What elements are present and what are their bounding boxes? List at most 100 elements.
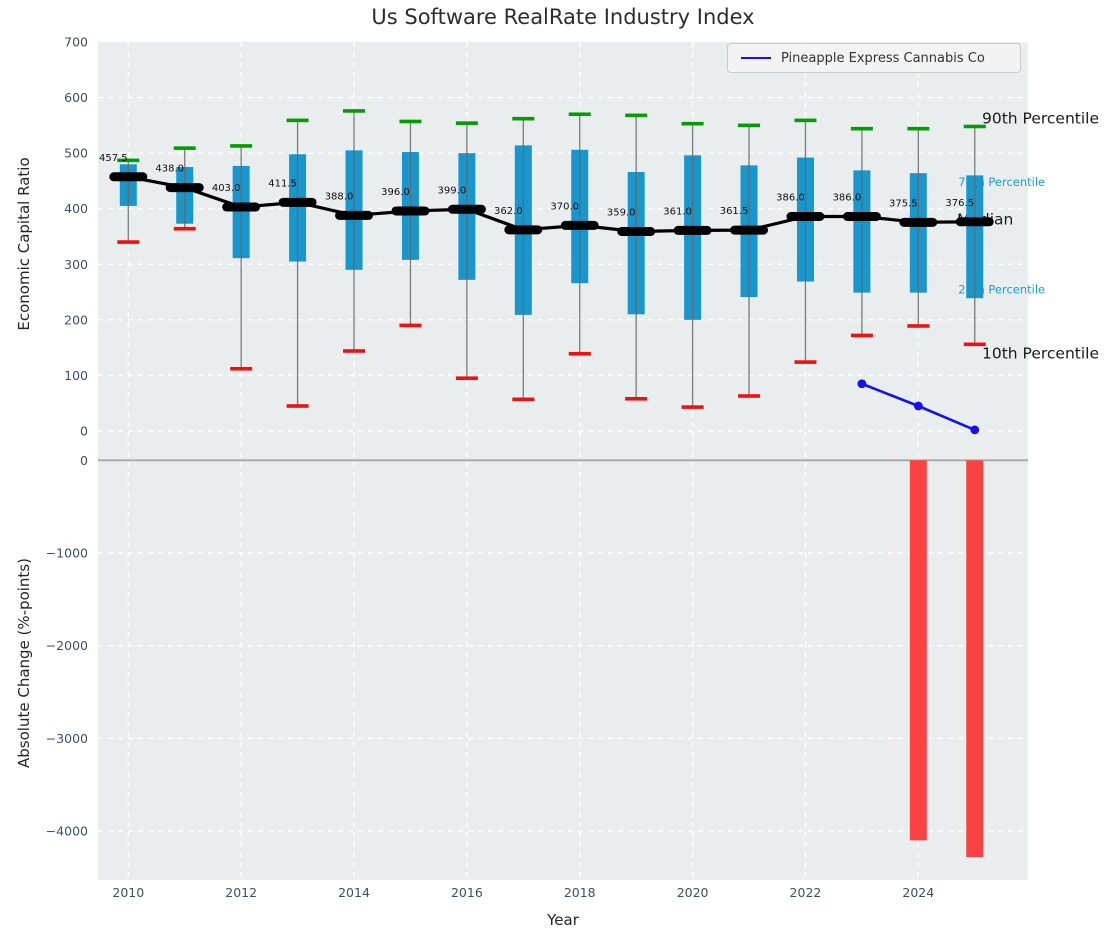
median-value-label-2017: 362.0 [494,206,523,217]
cap-90th-2011 [173,146,196,150]
top-y-tick-600: 600 [64,90,88,105]
cap-10th-2018 [568,351,591,356]
x-tick-2020: 2020 [677,885,709,900]
median-marker-2011 [165,183,204,193]
top-y-axis-label: Economic Capital Ratio [15,157,33,331]
cap-90th-2015 [399,119,422,124]
median-value-label-2016: 399.0 [438,185,467,196]
cap-90th-2014 [343,109,366,113]
top-y-tick-400: 400 [64,201,88,216]
cap-90th-2016 [455,121,478,125]
change-bar-2024 [909,460,927,841]
change-bar-2025 [966,460,984,858]
cap-10th-2023 [850,333,873,338]
top-y-tick-100: 100 [64,368,88,383]
median-marker-2020 [673,225,712,235]
x-tick-2016: 2016 [451,885,483,900]
bottom-y-axis-label: Absolute Change (%-points) [15,558,33,768]
x-tick-2014: 2014 [338,885,370,900]
median-value-label-2024: 375.5 [889,198,918,209]
cap-10th-2019 [625,396,648,401]
median-value-label-2022: 386.0 [776,192,805,203]
median-marker-2019 [617,227,656,237]
median-marker-2013 [278,197,317,207]
x-tick-2012: 2012 [225,885,257,900]
median-marker-2023 [842,211,881,221]
legend-series-label: Pineapple Express Cannabis Co [781,50,985,66]
company-point-2025 [970,425,980,435]
company-point-2024 [913,401,923,411]
cap-10th-2012 [230,366,253,371]
median-marker-2024 [899,217,938,227]
x-tick-2024: 2024 [902,885,934,900]
cap-10th-2011 [173,226,196,231]
top-y-tick-500: 500 [64,146,88,161]
bottom-y-tick--3000: −3000 [46,731,88,746]
median-marker-2014 [335,210,374,220]
median-line [127,175,975,234]
chart-title: Us Software RealRate Industry Index [371,5,755,29]
cap-90th-2010 [117,158,140,163]
median-marker-2012 [222,202,261,212]
median-value-label-2015: 396.0 [381,187,410,198]
cap-90th-2017 [512,116,535,121]
median-value-label-2014: 388.0 [325,191,354,202]
cap-90th-2025 [963,124,986,129]
top-y-tick-0: 0 [80,424,88,439]
x-tick-2022: 2022 [790,885,822,900]
cap-10th-2022 [794,360,817,364]
top-y-tick-700: 700 [64,35,88,50]
cap-10th-2016 [455,376,478,381]
median-value-label-2020: 361.0 [663,206,692,217]
bottom-y-tick--4000: −4000 [46,824,88,839]
legend: Pineapple Express Cannabis Co [727,43,1021,73]
cap-90th-2019 [625,113,648,118]
cap-90th-2021 [738,123,761,128]
cap-90th-2020 [681,121,704,126]
median-marker-2010 [109,172,148,182]
median-marker-2015 [391,206,430,216]
company-point-2023 [857,379,867,389]
cap-10th-2021 [738,394,761,398]
bottom-y-tick--2000: −2000 [46,638,88,653]
median-value-label-2018: 370.0 [550,201,579,212]
median-value-label-2025: 376.5 [945,198,974,209]
cap-10th-2010 [117,240,140,244]
median-marker-2022 [786,211,825,221]
x-tick-2010: 2010 [112,885,144,900]
median-marker-2021 [730,225,769,235]
median-value-label-2023: 386.0 [833,192,862,203]
x-axis-label: Year [547,911,579,929]
legend-line-swatch [741,57,771,59]
median-marker-2018 [560,220,599,230]
top-y-tick-300: 300 [64,257,88,272]
median-marker-2017 [504,225,543,235]
cap-90th-2012 [230,144,253,148]
median-value-label-2012: 403.0 [212,183,241,194]
cap-10th-2025 [963,342,986,347]
annotation-10th-percentile: 10th Percentile [982,345,1099,363]
median-value-label-2021: 361.5 [720,206,749,217]
top-y-tick-200: 200 [64,312,88,327]
cap-10th-2024 [907,324,930,328]
median-value-label-2013: 411.5 [268,178,297,189]
median-marker-2016 [447,204,486,214]
median-value-label-2011: 438.0 [155,164,184,175]
median-value-label-2010: 457.5 [99,153,128,164]
cap-10th-2017 [512,397,535,402]
cap-90th-2013 [286,118,309,123]
cap-90th-2023 [850,126,873,131]
annotation-90th-percentile: 90th Percentile [982,110,1099,128]
cap-90th-2022 [794,118,817,123]
cap-90th-2018 [568,112,591,117]
bottom-y-tick-0: 0 [80,453,88,468]
median-value-label-2019: 359.0 [607,208,636,219]
median-marker-2025 [955,217,994,227]
cap-90th-2024 [907,126,930,131]
cap-10th-2020 [681,405,704,409]
cap-10th-2013 [286,404,309,408]
cap-10th-2014 [343,349,366,353]
cap-10th-2015 [399,323,422,328]
